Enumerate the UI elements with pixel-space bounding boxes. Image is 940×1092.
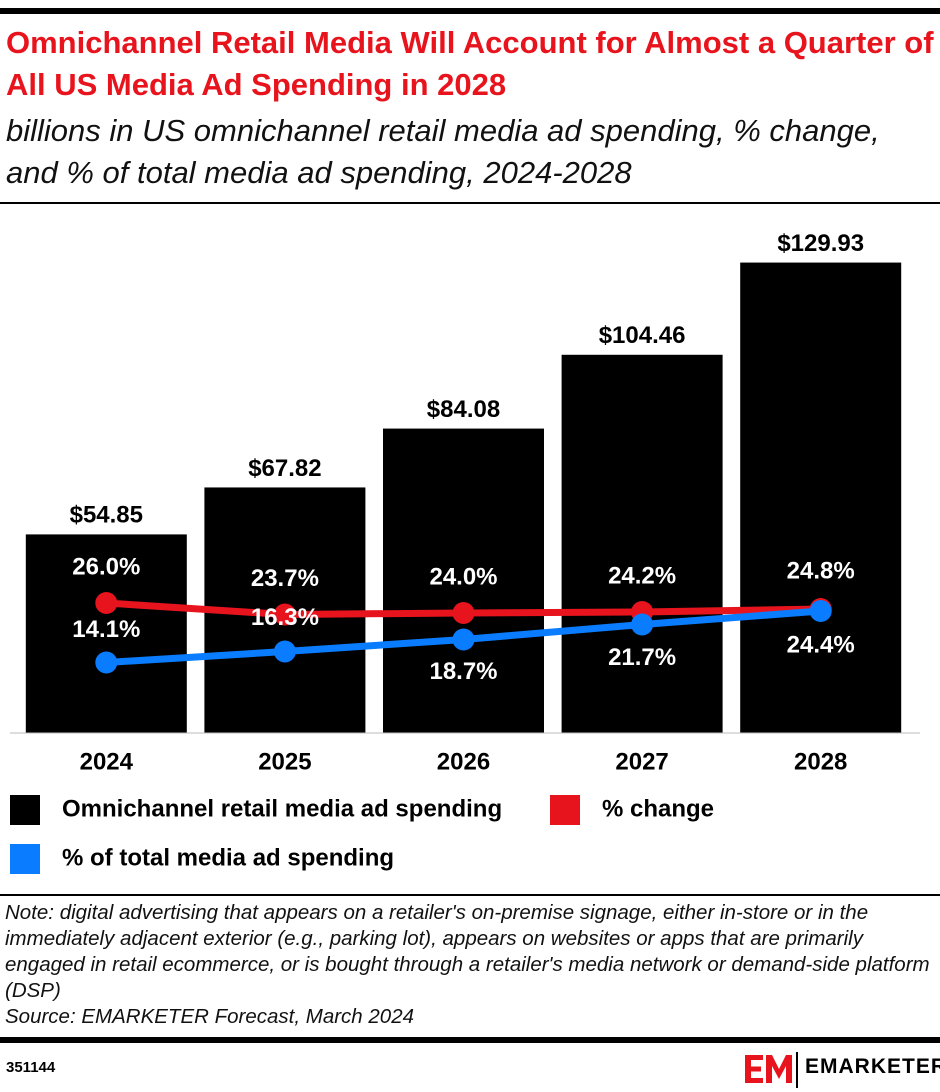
line-value-label: 24.2% xyxy=(608,562,676,589)
legend-label: Omnichannel retail media ad spending xyxy=(62,795,502,822)
bar-value-label: $54.85 xyxy=(70,502,143,529)
x-tick-label: 2025 xyxy=(258,748,311,775)
chart: $54.85 $67.82 $84.08 $104.46 $129.93 26.0% 23.… xyxy=(10,230,920,874)
legend-swatch xyxy=(550,795,580,825)
bar xyxy=(383,428,544,733)
legend-label: % change xyxy=(602,795,714,822)
brand-logo xyxy=(745,1052,798,1088)
line-marker xyxy=(631,613,654,636)
bar xyxy=(740,262,902,733)
line-marker xyxy=(95,651,118,674)
bar-value-label: $104.46 xyxy=(599,322,686,349)
line-value-label: 24.0% xyxy=(429,563,497,590)
legend-swatch xyxy=(10,795,40,825)
line-marker xyxy=(273,603,296,626)
top-rule xyxy=(0,8,940,14)
chart-title: Omnichannel Retail Media Will Account fo… xyxy=(6,25,934,102)
chart-id: 351144 xyxy=(6,1059,56,1076)
brand: EMARKETER xyxy=(805,1055,940,1078)
bar-value-label: $67.82 xyxy=(248,455,321,482)
line-value-label: 16.3% xyxy=(251,604,319,631)
bar xyxy=(561,354,723,733)
line-value-label: 18.7% xyxy=(429,658,497,685)
line-marker xyxy=(273,640,296,663)
x-tick-label: 2024 xyxy=(80,748,134,775)
x-tick-label: 2027 xyxy=(615,748,668,775)
note: Note: digital advertising that appears o… xyxy=(5,901,930,1002)
line-value-label: 14.1% xyxy=(72,616,140,643)
bar-value-label: $84.08 xyxy=(427,396,500,423)
line-value-label: 24.8% xyxy=(787,557,855,584)
bottom-rule xyxy=(0,1037,940,1043)
line-marker xyxy=(95,592,118,614)
x-tick-label: 2026 xyxy=(437,748,490,775)
bar-value-label: $129.93 xyxy=(777,230,864,257)
bar xyxy=(25,534,187,733)
legend-label: % of total media ad spending xyxy=(62,844,394,871)
divider xyxy=(0,202,940,204)
line-marker xyxy=(452,602,475,624)
line-value-label: 23.7% xyxy=(251,565,319,592)
line-value-label: 26.0% xyxy=(72,553,140,580)
line-value-label: 21.7% xyxy=(608,644,676,671)
line-marker xyxy=(809,600,832,622)
chart-subtitle: billions in US omnichannel retail media … xyxy=(6,113,880,190)
x-tick-label: 2028 xyxy=(794,748,847,775)
legend-swatch xyxy=(10,844,40,874)
divider xyxy=(0,894,940,896)
line-marker xyxy=(452,628,475,651)
source: Source: EMARKETER Forecast, March 2024 xyxy=(5,1005,415,1028)
line-value-label: 24.4% xyxy=(787,631,855,658)
